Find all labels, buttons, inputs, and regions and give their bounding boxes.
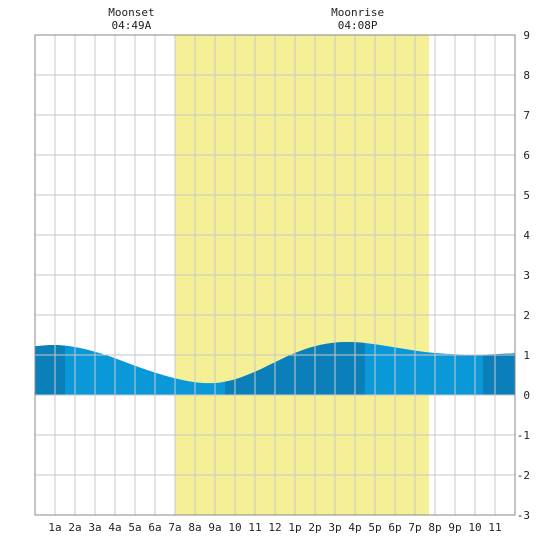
y-tick-label: 4: [523, 229, 530, 242]
y-tick-label: 7: [523, 109, 530, 122]
x-tick-label: 4a: [108, 521, 121, 534]
tide-dark-band: [483, 353, 515, 395]
y-tick-label: 6: [523, 149, 530, 162]
x-tick-label: 12: [268, 521, 281, 534]
x-tick-label: 10: [228, 521, 241, 534]
x-tick-label: 3a: [88, 521, 101, 534]
x-tick-label: 1p: [288, 521, 301, 534]
x-tick-label: 8a: [188, 521, 201, 534]
x-tick-label: 11: [248, 521, 261, 534]
grid-layer: [35, 35, 515, 515]
y-tick-label: 5: [523, 189, 530, 202]
x-tick-label: 8p: [428, 521, 441, 534]
y-tick-label: 9: [523, 29, 530, 42]
x-tick-label: 10: [468, 521, 481, 534]
x-tick-label: 4p: [348, 521, 361, 534]
x-tick-label: 6p: [388, 521, 401, 534]
y-tick-label: -2: [517, 469, 530, 482]
y-tick-label: -1: [517, 429, 530, 442]
moon-event-label: Moonset: [108, 6, 154, 19]
x-tick-label: 2p: [308, 521, 321, 534]
x-tick-label: 7p: [408, 521, 421, 534]
x-tick-label: 7a: [168, 521, 181, 534]
x-tick-label: 9p: [448, 521, 461, 534]
y-tick-label: 2: [523, 309, 530, 322]
tide-dark-band: [35, 344, 65, 395]
y-tick-label: 0: [523, 389, 530, 402]
y-tick-label: 1: [523, 349, 530, 362]
moon-event-label: Moonrise: [331, 6, 384, 19]
x-tick-label: 1a: [48, 521, 61, 534]
x-tick-label: 11: [488, 521, 501, 534]
x-tick-label: 2a: [68, 521, 81, 534]
y-axis-labels: -3 -2 -1 0 1 2 3 4 5 6 7 8 9: [517, 29, 531, 522]
moon-event-time: 04:08P: [338, 19, 378, 32]
y-tick-label: -3: [517, 509, 530, 522]
plot-border: [34, 34, 516, 516]
x-axis-labels: 1a 2a 3a 4a 5a 6a 7a 8a 9a 10 11 12 1p 2p 3p 4p 5p 6p 7p 8p…: [48, 521, 501, 534]
x-tick-label: 5a: [128, 521, 141, 534]
x-tick-label: 3p: [328, 521, 341, 534]
x-tick-label: 6a: [148, 521, 161, 534]
y-tick-label: 3: [523, 269, 530, 282]
x-tick-label: 5p: [368, 521, 381, 534]
moon-event-time: 04:49A: [112, 19, 152, 32]
y-tick-label: 8: [523, 69, 530, 82]
x-tick-label: 9a: [208, 521, 221, 534]
